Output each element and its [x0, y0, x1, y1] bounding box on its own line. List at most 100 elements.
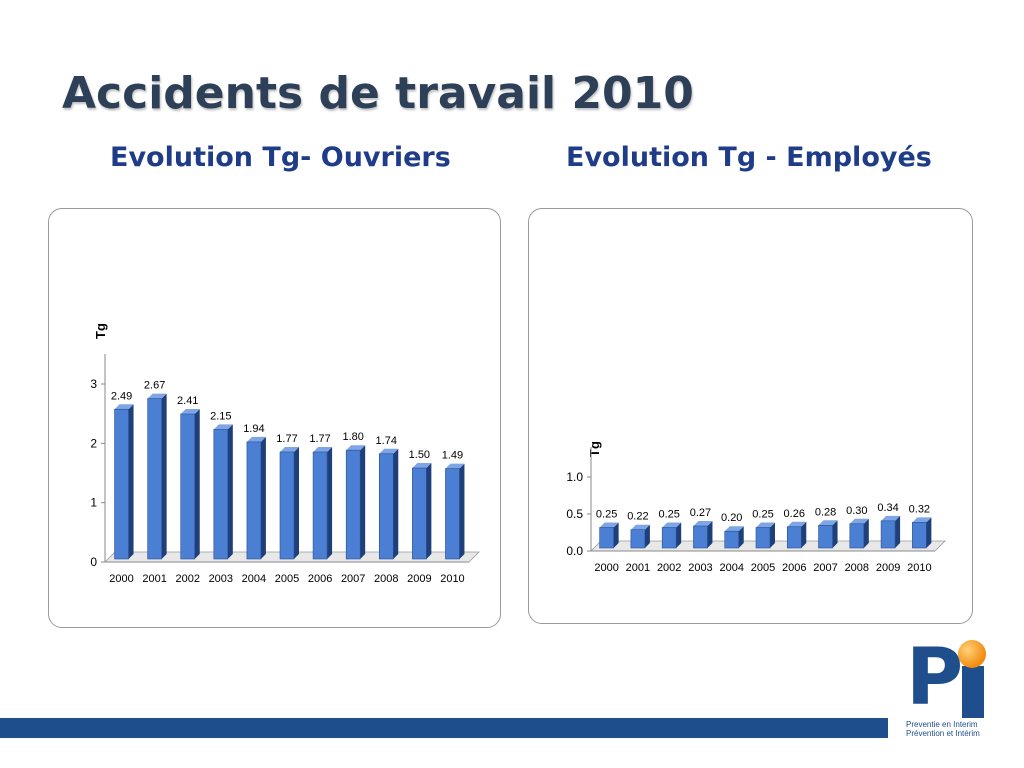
employes-bar-side [863, 518, 869, 548]
employes-x-tick-label: 2002 [657, 562, 681, 574]
employes-bar-side [676, 522, 682, 548]
ouvriers-bar-top [280, 446, 299, 452]
ouvriers-bar [114, 408, 129, 560]
employes-bar-top [756, 522, 775, 528]
logo-dot-icon [958, 640, 986, 668]
ouvriers-bar-side [161, 393, 167, 559]
ouvriers-x-tick-label: 2007 [341, 573, 365, 585]
employes-data-label: 0.30 [846, 505, 867, 517]
employes-bar-top [662, 522, 682, 528]
ouvriers-x-tick-label: 2010 [440, 573, 464, 585]
ouvriers-bar-side [327, 446, 333, 559]
employes-bar [599, 527, 614, 549]
chart-title-ouvriers: Evolution Tg- Ouvriers [110, 142, 451, 173]
employes-bar-side [707, 521, 713, 548]
employes-bar-side [613, 522, 619, 548]
ouvriers-bar-side [128, 404, 134, 559]
ouvriers-bar [246, 441, 262, 560]
employes-y-tick-label: 0.5 [566, 507, 583, 521]
pi-logo: P Preventie en Interim Prévention et Int… [898, 636, 1004, 746]
ouvriers-bar [345, 449, 361, 560]
logo-text: Preventie en Interim Prévention et Intér… [906, 720, 980, 738]
employes-bar [880, 520, 896, 549]
ouvriers-bar [312, 451, 328, 560]
ouvriers-bar-top [114, 404, 134, 410]
employes-bar-side [926, 517, 932, 548]
ouvriers-bar-side [194, 409, 200, 559]
ouvriers-y-tick-label: 1 [90, 496, 97, 510]
employes-x-tick-label: 2010 [907, 562, 931, 574]
employes-bar [786, 526, 802, 549]
employes-bar-side [644, 524, 650, 548]
employes-data-label: 0.26 [784, 508, 805, 520]
ouvriers-bar-side [393, 448, 399, 559]
ouvriers-bar-top [379, 448, 399, 454]
ouvriers-bar-top [246, 436, 266, 442]
employes-bar-side [738, 526, 744, 548]
ouvriers-bar [378, 453, 394, 560]
logo-text-line2: Prévention et Intérim [906, 729, 980, 738]
employes-x-tick-label: 2009 [876, 562, 900, 574]
ouvriers-bar-top [346, 445, 366, 451]
employes-data-label: 0.28 [815, 506, 836, 518]
employes-data-label: 0.32 [909, 503, 930, 515]
chart-ouvriers-svg: Tg 0 1 2 3 2.49 2000 2.67 2001 2.41 2002 2.15 2003 1.… [90, 323, 480, 585]
ouvriers-y-tick-label: 3 [90, 377, 97, 391]
employes-bar [849, 523, 865, 549]
ouvriers-bar-top [313, 446, 333, 452]
employes-bar-top [724, 526, 744, 532]
ouvriers-x-tick-label: 2002 [175, 573, 199, 585]
ouvriers-bar-side [360, 445, 366, 559]
ouvriers-x-tick-label: 2003 [209, 573, 233, 585]
chart-employes: Tg 0.0 0.5 1.0 0.25 2000 0.22 2001 0.25 2002 0.27 2… [528, 208, 973, 624]
employes-bar [818, 524, 833, 549]
employes-data-label: 0.25 [658, 509, 679, 521]
ouvriers-bar [279, 451, 295, 560]
employes-data-label: 0.27 [690, 507, 711, 519]
employes-bar-top [693, 521, 713, 527]
ouvriers-bar-top [180, 409, 200, 415]
ouvriers-x-tick-label: 2009 [407, 573, 431, 585]
ouvriers-y-tick-label: 0 [90, 555, 97, 569]
ouvriers-bar-top [147, 393, 167, 399]
employes-bar-top [818, 520, 838, 526]
ouvriers-data-label: 1.49 [442, 450, 463, 462]
employes-bar-side [770, 522, 775, 548]
employes-x-tick-label: 2000 [594, 562, 618, 574]
employes-bar-top [881, 515, 901, 521]
employes-data-label: 0.22 [627, 511, 648, 523]
employes-bar-side [895, 515, 901, 548]
employes-x-tick-label: 2008 [845, 562, 869, 574]
employes-bar-side [801, 521, 807, 548]
ouvriers-x-tick-label: 2000 [109, 573, 133, 585]
employes-data-label: 0.25 [752, 509, 773, 521]
employes-x-tick-label: 2005 [751, 562, 775, 574]
employes-bar [661, 527, 677, 549]
employes-bar-top [630, 524, 650, 530]
slide-title: Accidents de travail 2010 [62, 68, 694, 119]
employes-bar [693, 525, 708, 549]
ouvriers-bar-top [213, 424, 233, 430]
employes-bar [724, 530, 740, 549]
employes-x-tick-label: 2003 [688, 562, 712, 574]
employes-x-tick-label: 2006 [782, 562, 806, 574]
employes-y-axis-label: Tg [587, 441, 602, 457]
employes-bar-top [787, 521, 807, 527]
ouvriers-data-label: 2.15 [210, 410, 231, 422]
employes-bar [630, 529, 646, 549]
logo-letter-p: P [906, 633, 964, 723]
ouvriers-y-tick-label: 2 [90, 436, 97, 450]
employes-data-label: 0.20 [721, 512, 742, 524]
ouvriers-data-label: 2.67 [144, 380, 165, 392]
employes-bar-top [849, 518, 869, 524]
chart-employes-svg: Tg 0.0 0.5 1.0 0.25 2000 0.22 2001 0.25 2002 0.27 2… [566, 441, 946, 574]
employes-bar [912, 522, 927, 549]
ouvriers-bar [180, 413, 196, 560]
employes-bar [755, 527, 771, 549]
employes-x-tick-label: 2004 [719, 562, 743, 574]
employes-y-tick-label: 1.0 [566, 470, 583, 484]
ouvriers-bar-side [260, 436, 266, 559]
ouvriers-data-label: 1.50 [409, 449, 430, 461]
employes-y-tick-label: 0.0 [566, 544, 583, 558]
ouvriers-bar-side [227, 424, 233, 559]
